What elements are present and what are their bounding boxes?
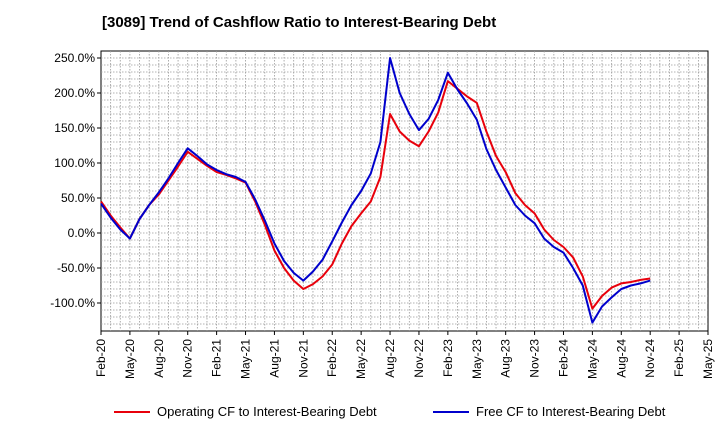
x-tick-label: Feb-22 [325, 339, 339, 377]
x-tick-label: Feb-21 [210, 339, 224, 377]
x-tick-label: Aug-24 [614, 339, 628, 378]
x-tick-label: Aug-22 [383, 339, 397, 378]
x-tick-label: Nov-22 [412, 339, 426, 378]
x-tick-label: Feb-20 [94, 339, 108, 377]
x-tick-label: Feb-25 [672, 339, 686, 377]
legend-label-free-cf: Free CF to Interest-Bearing Debt [476, 404, 666, 419]
x-tick-label: May-24 [585, 339, 599, 379]
y-tick-label: 50.0% [61, 191, 95, 205]
legend-item-operating-cf: Operating CF to Interest-Bearing Debt [114, 404, 377, 419]
x-tick-label: Feb-24 [556, 339, 570, 377]
x-tick-label: May-22 [354, 339, 368, 379]
x-tick-label: Aug-21 [267, 339, 281, 378]
x-tick-label: Nov-21 [296, 339, 310, 378]
x-tick-label: May-25 [701, 339, 715, 379]
chart-title: [3089] Trend of Cashflow Ratio to Intere… [102, 14, 497, 31]
legend-item-free-cf: Free CF to Interest-Bearing Debt [433, 404, 665, 419]
series-line-operating-cf [100, 80, 651, 310]
x-tick-label: Aug-23 [499, 339, 513, 378]
x-tick-label: May-23 [470, 339, 484, 379]
series-lines [100, 57, 651, 324]
grid-lines [101, 51, 708, 331]
x-tick-label: Nov-23 [528, 339, 542, 378]
y-tick-label: 0.0% [68, 226, 96, 240]
x-tick-label: Nov-20 [181, 339, 195, 378]
y-tick-label: -50.0% [57, 261, 95, 275]
legend-swatch-free-cf [433, 410, 469, 413]
x-tick-label: Nov-24 [643, 339, 657, 378]
x-tick-label: May-20 [123, 339, 137, 379]
y-tick-label: 100.0% [54, 156, 95, 170]
y-tick-label: 150.0% [54, 121, 95, 135]
y-tick-label: 250.0% [54, 51, 95, 65]
axis-ticks: 250.0% 200.0% 150.0% 100.0% 50.0% 0.0% -50.0% -… [50, 51, 715, 379]
legend-swatch-operating-cf [114, 410, 150, 413]
y-tick-label: 200.0% [54, 86, 95, 100]
y-tick-label: -100.0% [50, 296, 95, 310]
x-tick-label: May-21 [239, 339, 253, 379]
x-tick-label: Feb-23 [441, 339, 455, 377]
series-line-free-cf [100, 57, 651, 324]
legend-label-operating-cf: Operating CF to Interest-Bearing Debt [157, 404, 377, 419]
x-tick-label: Aug-20 [152, 339, 166, 378]
